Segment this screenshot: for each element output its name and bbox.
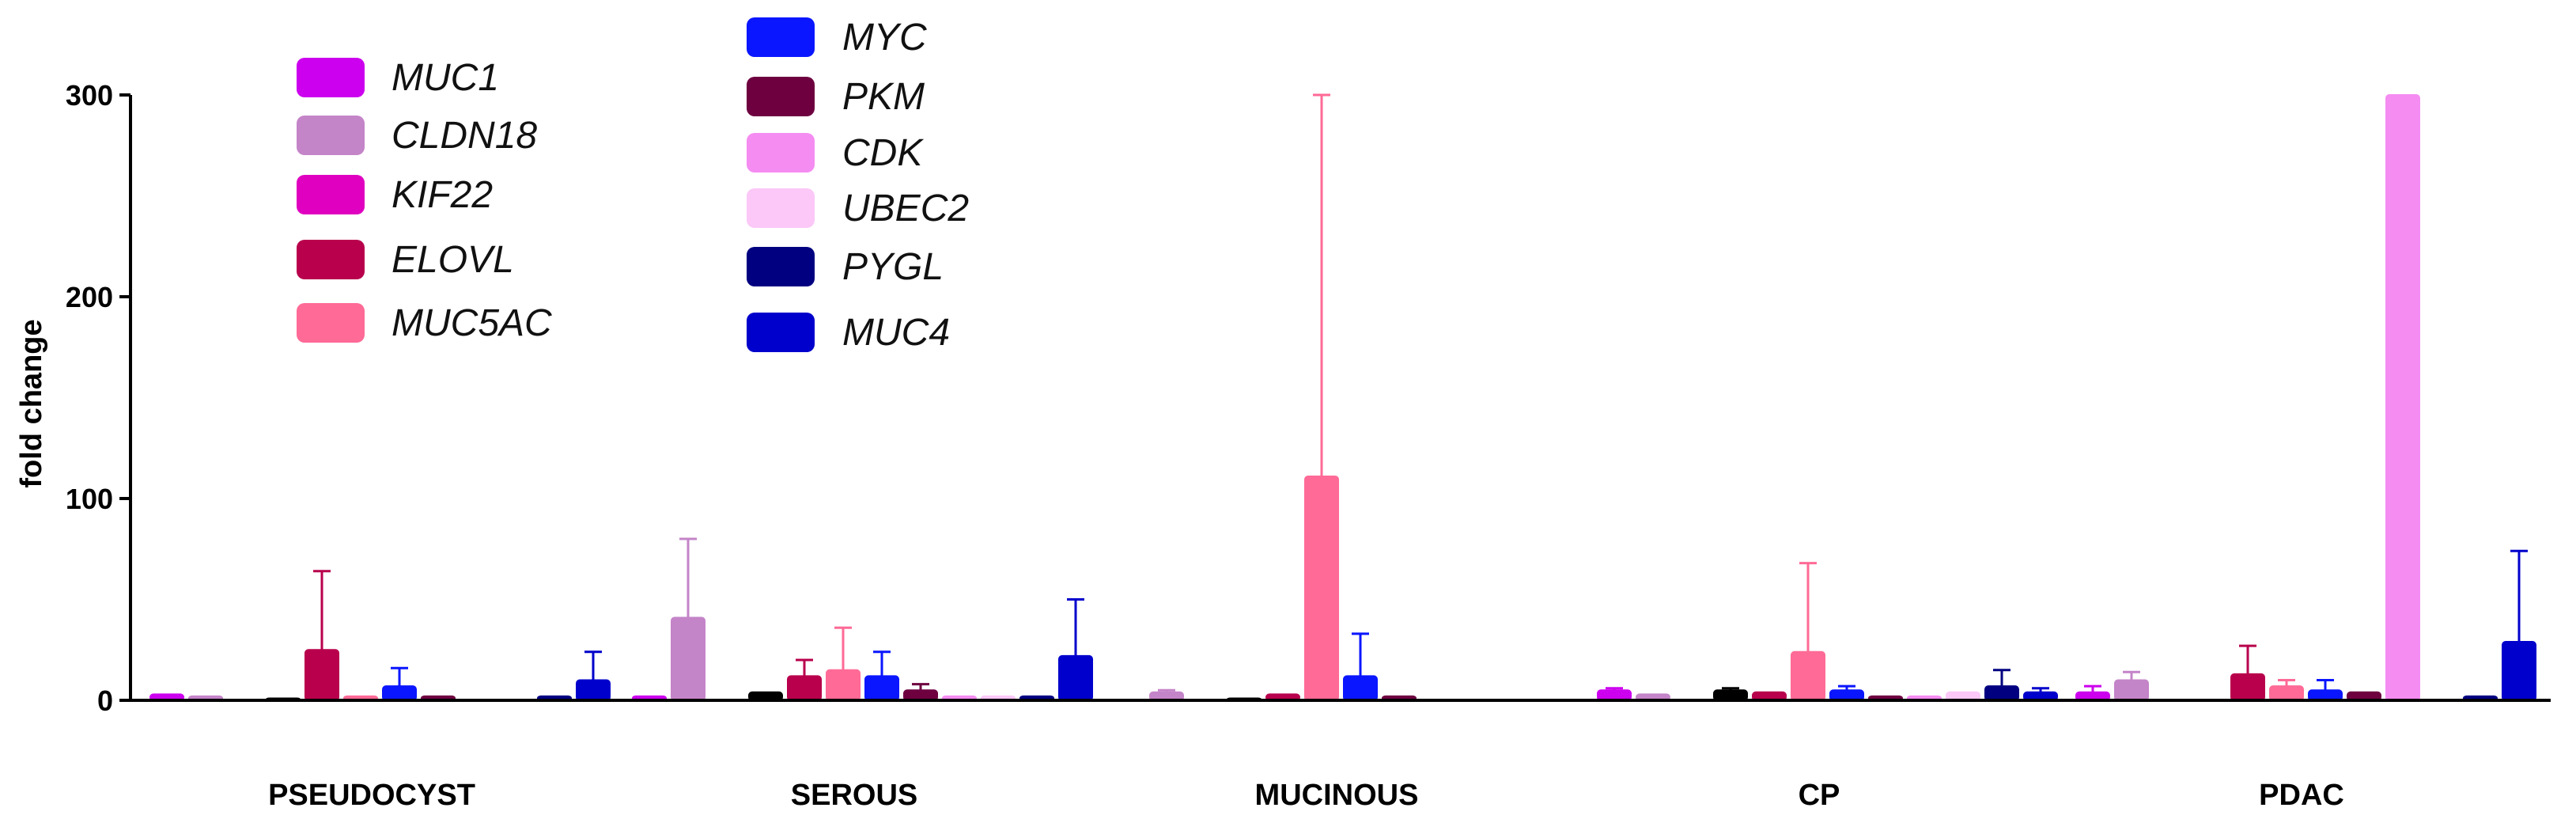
bar-cdk-pdac [2385, 94, 2420, 701]
legend-item-kif22: KIF22 [297, 174, 493, 216]
legend-label: UBEC2 [842, 188, 969, 229]
legend-label: MYC [842, 17, 927, 59]
legend-label: MUC5AC [392, 302, 552, 344]
bar-muc5ac-pdac [2269, 685, 2304, 702]
y-tick-label: 200 [66, 281, 113, 313]
legend-swatch [297, 116, 365, 155]
legend-item-pygl: PYGL [747, 246, 944, 288]
x-category-label: PSEUDOCYST [268, 779, 475, 812]
legend-swatch [747, 247, 815, 286]
bar-muc5ac-mucinous [1304, 475, 1339, 701]
bar-muc4-pdac [2502, 641, 2536, 701]
x-category-label: PDAC [2259, 779, 2344, 812]
legend-label: MUC1 [392, 57, 499, 99]
bar-muc4-pseudocyst [576, 679, 611, 701]
bar-muc5ac-cp [1791, 650, 1825, 701]
legend-label: KIF22 [392, 174, 493, 216]
legend-label: CDK [842, 132, 924, 174]
bar-cldn18-serous [671, 616, 705, 702]
legend-swatch [297, 240, 365, 279]
y-tick-label: 300 [66, 79, 113, 112]
legend-label: CLDN18 [392, 115, 537, 157]
bar-myc-pseudocyst [382, 685, 417, 702]
legend-swatch [747, 188, 815, 228]
y-tick-label: 100 [66, 483, 113, 515]
legend-label: PKM [842, 76, 925, 118]
bar-elovl-serous [787, 675, 822, 702]
legend-swatch [747, 133, 815, 173]
legend-item-muc1: MUC1 [297, 57, 499, 99]
legend-item-cldn18: CLDN18 [297, 115, 537, 157]
x-category-label: MUCINOUS [1255, 779, 1419, 812]
legend-label: MUC4 [842, 312, 950, 354]
legend: MUC1 CLDN18 KIF22 ELOVL MUC5AC MYC PKM CDK UBEC2… [297, 17, 969, 354]
legend-swatch [747, 313, 815, 352]
bar-elovl-pseudocyst [305, 649, 339, 701]
bars-layer [149, 93, 2536, 702]
legend-item-muc5ac: MUC5AC [297, 302, 552, 344]
legend-item-pkm: PKM [747, 76, 925, 118]
bar-myc-mucinous [1343, 675, 1378, 702]
legend-swatch [297, 58, 365, 97]
bar-myc-serous [864, 675, 899, 702]
legend-item-elovl: ELOVL [297, 239, 514, 281]
x-category-label: SEROUS [791, 779, 917, 812]
legend-item-cdk: CDK [747, 132, 924, 174]
legend-item-muc4: MUC4 [747, 312, 950, 354]
legend-label: ELOVL [392, 239, 514, 281]
bar-elovl-pdac [2230, 673, 2265, 701]
bar-muc4-serous [1058, 654, 1093, 702]
y-axis-title: fold change [15, 319, 48, 487]
bar-cldn18-pdac [2114, 679, 2149, 701]
legend-swatch [747, 17, 815, 57]
legend-swatch [747, 77, 815, 116]
bar-muc5ac-serous [826, 669, 861, 701]
y-tick-label: 0 [97, 684, 113, 717]
legend-item-ubec2: UBEC2 [747, 188, 969, 229]
axes-layer: 0 100 200 300 PSEUDOCYST SEROUS MUCINOUS CP PDAC [66, 79, 2551, 812]
legend-label: PYGL [842, 246, 944, 288]
x-category-label: CP [1799, 779, 1840, 812]
legend-swatch [297, 175, 365, 214]
bar-pygl-cp [1984, 685, 2019, 702]
legend-item-myc: MYC [747, 17, 927, 59]
legend-swatch [297, 303, 365, 343]
